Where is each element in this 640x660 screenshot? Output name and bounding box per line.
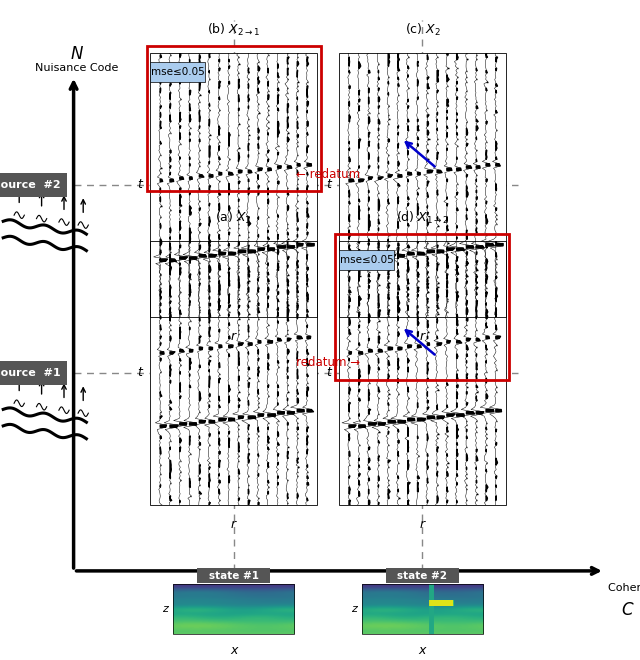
Text: x: x: [419, 644, 426, 657]
Bar: [150, 241, 317, 505]
Text: r: r: [231, 330, 236, 343]
Text: x: x: [230, 644, 237, 657]
Text: r: r: [231, 518, 236, 531]
Text: Nuisance Code: Nuisance Code: [35, 63, 118, 73]
Text: N: N: [70, 45, 83, 63]
Text: mse≤0.05: mse≤0.05: [151, 67, 204, 77]
Bar: [339, 241, 506, 505]
Text: r: r: [420, 330, 425, 343]
Bar: [173, 584, 294, 634]
Bar: [339, 53, 506, 317]
Text: source  #2: source #2: [0, 180, 61, 190]
Bar: [0, 173, 67, 197]
Text: z: z: [351, 604, 356, 614]
Text: (c) $X_2$: (c) $X_2$: [404, 22, 440, 38]
Text: (b) $X_{2\rightarrow 1}$: (b) $X_{2\rightarrow 1}$: [207, 22, 260, 38]
Bar: [385, 568, 460, 583]
Bar: [339, 250, 394, 270]
Bar: [150, 53, 317, 317]
Text: mse≤0.05: mse≤0.05: [340, 255, 393, 265]
Text: redatum →: redatum →: [296, 356, 360, 370]
Text: Coherent Code: Coherent Code: [608, 583, 640, 593]
Text: C: C: [621, 601, 633, 618]
Text: ← redatum: ← redatum: [296, 168, 360, 182]
Text: (a) $X_1$: (a) $X_1$: [215, 211, 252, 226]
Bar: [197, 568, 270, 583]
Bar: [150, 62, 205, 82]
Text: state #2: state #2: [397, 570, 447, 581]
Bar: [150, 241, 317, 505]
Text: t: t: [326, 366, 331, 379]
Bar: [335, 234, 509, 380]
Text: source  #1: source #1: [0, 368, 61, 378]
Text: z: z: [162, 604, 168, 614]
Bar: [147, 46, 321, 191]
Text: t: t: [137, 178, 142, 191]
Bar: [0, 361, 67, 385]
Text: (d) $X_{1\rightarrow 2}$: (d) $X_{1\rightarrow 2}$: [396, 211, 449, 226]
Text: t: t: [326, 178, 331, 191]
Text: t: t: [137, 366, 142, 379]
Bar: [339, 241, 506, 505]
Text: r: r: [420, 518, 425, 531]
Bar: [339, 53, 506, 317]
Text: state #1: state #1: [209, 570, 259, 581]
Bar: [150, 53, 317, 317]
Bar: [362, 584, 483, 634]
